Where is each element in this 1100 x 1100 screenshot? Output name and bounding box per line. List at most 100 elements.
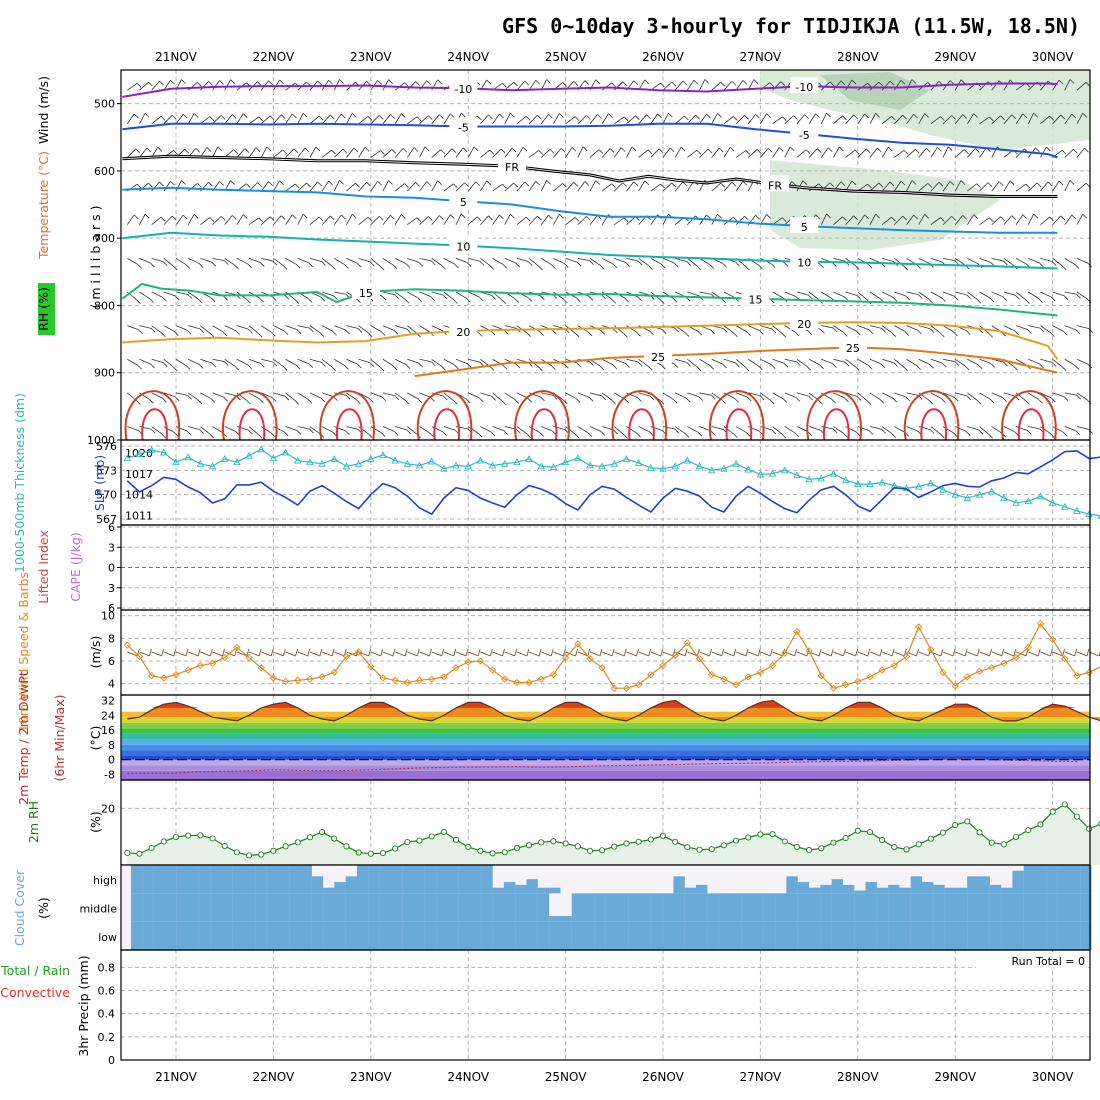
wind-barb-flag: [473, 146, 479, 152]
cloud-bar-middle: [989, 893, 1002, 922]
wind-barb: [881, 146, 889, 158]
wind-barb-flag: [924, 214, 929, 219]
wind-barb-flag: [197, 399, 203, 405]
cloud-bar-low: [131, 921, 143, 950]
precip-tick-label: 0.4: [98, 1008, 116, 1021]
cloud-bar-middle: [142, 893, 154, 922]
wind-barb-flag: [954, 361, 960, 366]
wind-barb-flag: [722, 363, 727, 369]
thickness-point: [732, 459, 740, 467]
wind-barb-flag: [161, 332, 166, 337]
wind-barb: [979, 147, 987, 158]
cloud-bar-low: [605, 921, 617, 950]
contour-label-bg: [790, 252, 819, 269]
cloud-bar-middle: [933, 893, 945, 922]
thickness-point: [671, 462, 679, 470]
wind-barb: [273, 79, 280, 91]
wind-barb: [443, 358, 455, 366]
wind-barb: [273, 325, 285, 332]
wind-barb-flag: [500, 148, 506, 154]
wind-barb: [285, 392, 296, 401]
wind-barb: [1003, 325, 1015, 332]
wind-barb-flag: [390, 114, 395, 119]
thickness-point: [622, 455, 631, 462]
wind-barb: [662, 426, 675, 430]
wind-barb: [821, 325, 834, 329]
cloud-bar-high: [176, 865, 188, 894]
wind-barb: [1064, 258, 1076, 265]
wind-barb-flag: [838, 146, 844, 152]
wind-barb-flag: [321, 261, 326, 266]
cloud-bar-low: [842, 921, 855, 950]
rh-point: [404, 839, 411, 846]
cloud-bar-low: [142, 921, 154, 950]
wind10-barb: [553, 651, 564, 657]
wind-barb-flag: [309, 327, 314, 333]
wind-barb-flag: [917, 294, 923, 299]
wind-barb: [565, 116, 576, 125]
wind-barb: [297, 213, 304, 225]
wind-barb-flag: [279, 79, 284, 85]
wind-barb-flag: [1014, 330, 1019, 336]
cloud-bar-low: [300, 921, 312, 950]
wind-barb: [541, 392, 554, 396]
wind-barb: [431, 426, 443, 432]
thickness-point: [306, 458, 314, 466]
wind-barb-flag: [717, 213, 722, 219]
wind-barb: [614, 116, 625, 125]
wind-barb-flag: [767, 148, 773, 153]
cloud-bar-high: [967, 876, 979, 894]
cloud-bar-high: [888, 884, 900, 894]
wind-barb-flag: [758, 330, 764, 335]
wind-barb: [504, 213, 511, 225]
wind-barb: [212, 146, 219, 158]
wind-barb-flag: [844, 296, 849, 302]
cloud-bar-middle: [775, 893, 787, 922]
wind-barb: [1076, 257, 1089, 264]
wind-barb: [346, 325, 359, 329]
wind-barb-flag: [416, 116, 422, 122]
rh-point: [793, 843, 800, 850]
wind-barb-flag: [149, 399, 154, 404]
wind10-point: [951, 682, 959, 690]
wind-barb-flag: [804, 114, 809, 119]
wind-barb: [967, 258, 979, 265]
wind-barb: [419, 146, 426, 158]
wind-barb-flag: [379, 115, 384, 120]
wind-barb-flag: [366, 181, 371, 187]
wind-barb-flag: [755, 214, 760, 220]
wind-barb-flag: [302, 213, 308, 219]
wind-barb: [1076, 182, 1087, 192]
wind10-point: [963, 673, 972, 681]
precip-tick-label: 0.8: [98, 961, 116, 974]
wind-barb: [589, 114, 598, 125]
wind-barb: [638, 149, 649, 158]
wind-barb: [139, 213, 146, 225]
wind-barb-flag: [302, 112, 308, 118]
wind-barb-flag: [453, 299, 458, 304]
wind-barb: [589, 180, 597, 192]
wind-barb-flag: [248, 328, 253, 334]
wind-barb-flag: [540, 295, 545, 301]
rh-point: [733, 837, 740, 844]
wind-barb: [188, 358, 200, 365]
wind-barb-flag: [199, 328, 205, 334]
precip-axis-label: 3hr Precip (mm): [76, 955, 91, 1056]
wind-barb: [882, 257, 894, 263]
thickness-point: [634, 459, 643, 466]
thickness-point: [756, 470, 765, 478]
wind-barb-flag: [949, 181, 955, 186]
wind-barb-flag: [1009, 180, 1015, 186]
cloud-bar-low: [277, 921, 290, 950]
wind-barb-flag: [405, 364, 411, 369]
thickness-point: [1024, 497, 1033, 505]
wind-barb-flag: [187, 395, 193, 400]
wind-barb: [212, 216, 222, 226]
wind-barb-flag: [223, 396, 229, 402]
cloud-bar-middle: [379, 893, 391, 922]
cloud-bar-middle: [176, 893, 188, 922]
cloud-bar-low: [729, 921, 742, 950]
wind-barb: [1003, 180, 1011, 192]
wind-barb: [1052, 291, 1065, 297]
wind-barb-flag: [295, 364, 301, 370]
